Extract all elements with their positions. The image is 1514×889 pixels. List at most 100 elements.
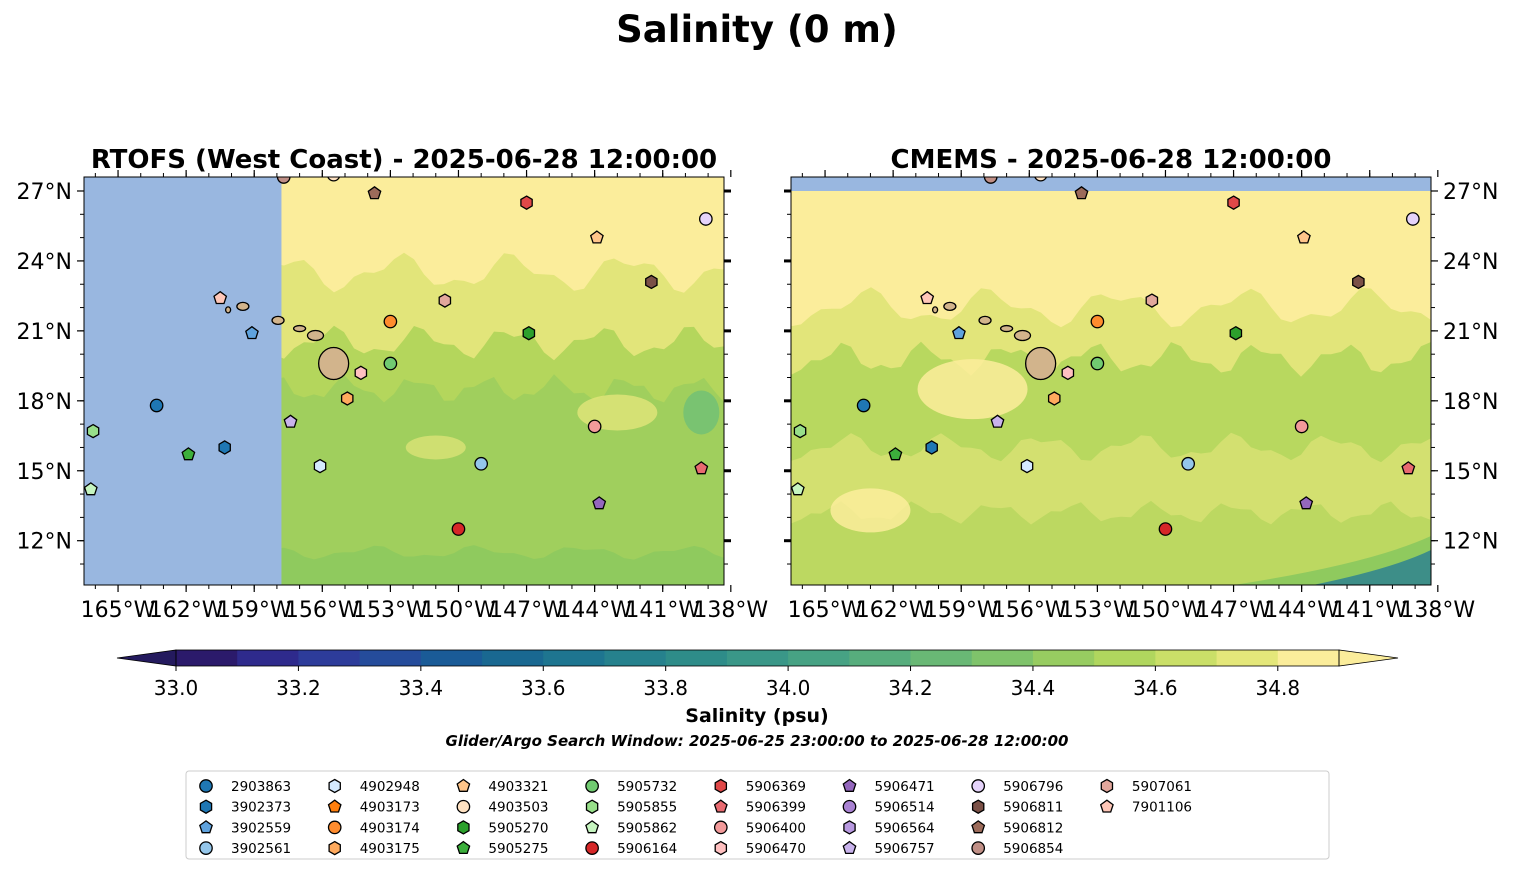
y-tick-label: 12°N [17, 530, 72, 555]
legend-label: 5906470 [746, 841, 806, 857]
colorbar-tick-label: 33.2 [276, 676, 321, 700]
x-tick-label: 153°W [1060, 598, 1135, 623]
colorbar-bin [971, 650, 1034, 666]
y-tick-label: 24°N [1443, 250, 1498, 275]
float-marker [888, 447, 903, 461]
legend-label: 3902561 [231, 841, 291, 857]
float-marker [1020, 458, 1034, 474]
x-tick-label: 144°W [1264, 598, 1339, 623]
float-marker [1294, 419, 1309, 434]
legend-label: 5905270 [488, 820, 548, 836]
legend-label: 5906471 [875, 779, 935, 795]
colorbar-frame [175, 649, 1340, 667]
x-tick-label: 138°W [693, 598, 768, 623]
float-marker [149, 398, 164, 413]
y-tick-label: 15°N [1443, 460, 1498, 485]
map-panel-cmems: 165°W162°W159°W156°W153°W150°W147°W144°W… [784, 170, 1498, 623]
x-tick-label: 156°W [285, 598, 360, 623]
legend-marker [456, 799, 471, 814]
legend-label: 5906369 [746, 779, 806, 795]
legend-marker [585, 799, 599, 814]
map-frame [83, 176, 725, 586]
float-marker [952, 325, 966, 340]
float-marker [383, 314, 398, 329]
x-tick-label: 159°W [217, 598, 292, 623]
x-tick-label: 144°W [557, 598, 632, 623]
float-marker [1299, 496, 1314, 510]
legend-label: 4903321 [488, 779, 548, 795]
y-tick-label: 12°N [1443, 530, 1498, 555]
colorbar-over-extend [1338, 649, 1399, 667]
colorbar-under-extend [116, 649, 177, 667]
legend-label: 4903174 [360, 820, 420, 836]
colorbar-bin [1032, 650, 1095, 666]
colorbar-bin [788, 650, 850, 666]
colorbar-bin [665, 650, 728, 666]
legend-label: 4903173 [360, 800, 420, 816]
float-marker [856, 398, 871, 413]
float-marker [340, 391, 354, 406]
colorbar-bin [849, 650, 912, 666]
x-tick-label: 165°W [81, 598, 156, 623]
legend-marker [585, 841, 599, 855]
legend-marker [843, 820, 856, 835]
legend-label: 4902948 [360, 779, 420, 795]
colorbar-bin [1155, 650, 1218, 666]
colorbar-bin [604, 650, 667, 666]
float-marker [313, 458, 327, 474]
x-tick-label: 153°W [353, 598, 428, 623]
legend-marker [842, 840, 857, 855]
legend-marker [328, 840, 341, 856]
map-frame [790, 176, 1432, 586]
colorbar-bin [726, 650, 789, 666]
y-tick-label: 27°N [1443, 180, 1498, 205]
legend-label: 5906514 [875, 800, 935, 816]
colorbar-bin [298, 650, 361, 666]
x-tick-label: 147°W [489, 598, 564, 623]
float-legend: 2903863 3902373 3902559 3902561 4902948 49031… [185, 770, 1330, 860]
float-marker [474, 456, 489, 471]
colorbar-tick-label: 34.8 [1256, 676, 1301, 700]
legend-marker [1100, 778, 1114, 794]
float-marker [84, 482, 98, 496]
x-tick-label: 141°W [1332, 598, 1407, 623]
float-marker [367, 185, 382, 200]
float-marker [283, 414, 298, 428]
float-marker [1229, 325, 1243, 341]
legend-marker [713, 799, 728, 813]
legend-marker [199, 820, 213, 834]
map-panel-rtofs: 165°W162°W159°W156°W153°W150°W147°W144°W… [17, 170, 768, 623]
colorbar-bin [420, 650, 483, 666]
colorbar-tick-label: 33.6 [521, 676, 566, 700]
float-marker [181, 447, 196, 461]
colorbar-bin [237, 650, 300, 666]
float-marker [920, 290, 935, 305]
x-tick-label: 165°W [788, 598, 863, 623]
legend-marker [456, 840, 471, 855]
float-marker [520, 195, 533, 210]
no-data-region [84, 177, 282, 585]
legend-marker [971, 820, 986, 834]
colorbar-tick-label: 34.0 [766, 676, 811, 700]
legend-label: 5906796 [1003, 779, 1063, 795]
legend-label: 5905855 [617, 800, 677, 816]
float-marker [1090, 356, 1105, 371]
colorbar-bin [482, 650, 544, 666]
legend-label: 5906811 [1003, 800, 1063, 816]
float-marker [522, 325, 536, 341]
legend-marker [585, 820, 600, 834]
hawaiian-islands [931, 301, 1057, 381]
legend-marker [328, 778, 341, 794]
float-marker [218, 440, 231, 455]
colorbar-bin [1216, 650, 1279, 666]
float-marker [1145, 293, 1159, 308]
float-marker [383, 356, 398, 371]
x-tick-label: 150°W [421, 598, 496, 623]
float-marker [1227, 195, 1240, 210]
salinity-field [84, 177, 724, 585]
legend-marker [199, 799, 213, 814]
panel-title-rtofs: RTOFS (West Coast) - 2025-06-28 12:00:00 [91, 145, 717, 175]
float-marker [451, 522, 466, 536]
float-marker [1047, 391, 1061, 406]
